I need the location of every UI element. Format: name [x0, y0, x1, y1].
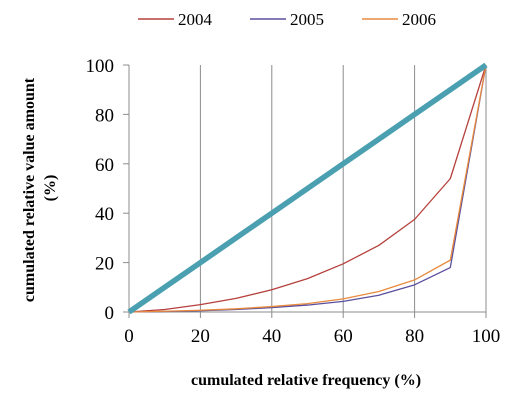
y-tick-label-3: 60	[95, 155, 114, 176]
x-tick-label-5: 100	[472, 326, 501, 347]
y-tick-label-2: 40	[95, 204, 114, 225]
axes	[123, 64, 487, 318]
y-axis-title-line1: cumulated relative value amount	[21, 77, 38, 302]
x-axis-title: cumulated relative frequency (%)	[191, 372, 421, 389]
y-tick-label-4: 80	[95, 105, 114, 126]
series-lines	[127, 62, 488, 315]
y-tick-label-1: 20	[95, 254, 114, 275]
legend-label-2006: 2006	[402, 10, 436, 29]
y-tick-labels: 0 20 40 60 80 100	[86, 56, 115, 324]
gridlines	[199, 65, 487, 312]
series-line-2006	[128, 64, 487, 313]
x-tick-label-2: 40	[262, 326, 281, 347]
x-tick-label-3: 60	[334, 326, 353, 347]
x-tick-labels: 0 20 40 60 80 100	[124, 326, 500, 347]
chart-legend: 2004 2005 2006	[138, 10, 436, 29]
y-tick-label-5: 100	[86, 56, 115, 77]
series-line-2004	[128, 64, 487, 313]
x-tick-label-4: 80	[405, 326, 424, 347]
legend-label-2004: 2004	[178, 10, 213, 29]
y-tick-label-0: 0	[105, 303, 115, 324]
x-tick-label-0: 0	[124, 326, 134, 347]
x-tick-label-1: 20	[191, 326, 210, 347]
y-axis-title: cumulated relative value amount (%)	[21, 74, 59, 302]
y-axis-title-line2: (%)	[42, 175, 59, 202]
equality-line	[127, 62, 488, 315]
legend-label-2005: 2005	[290, 10, 324, 29]
